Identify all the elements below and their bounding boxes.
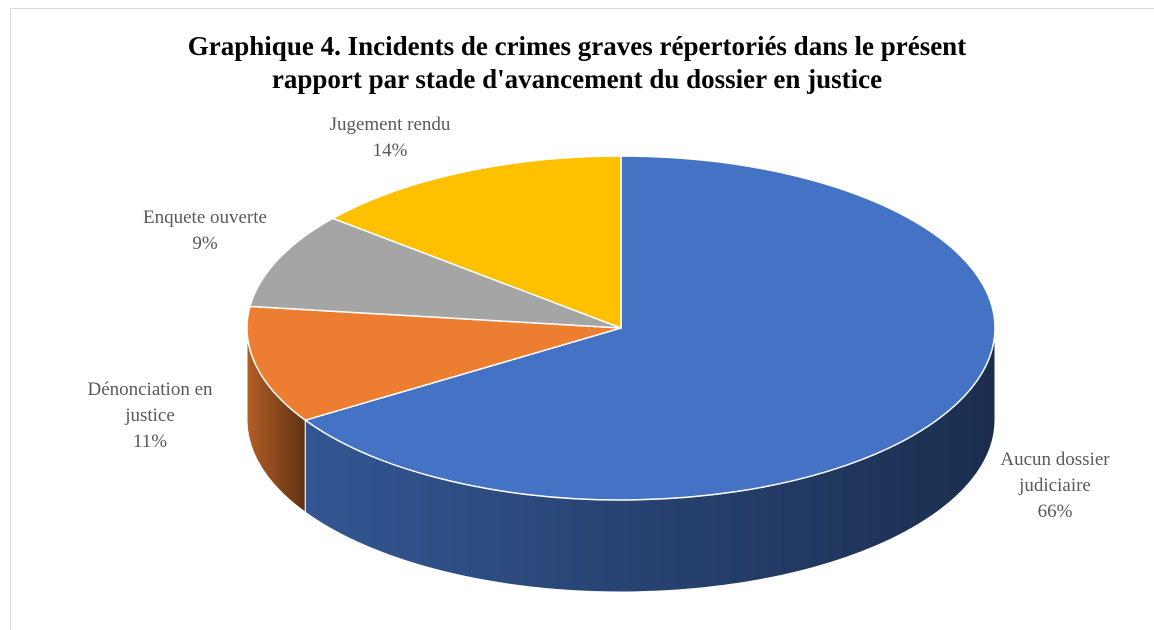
data-label: Enquete ouverte 9%	[105, 205, 305, 257]
data-label: Dénonciation en justice 11%	[65, 377, 235, 455]
chart-title: Graphique 4. Incidents de crimes graves …	[187, 31, 967, 94]
slice	[248, 217, 622, 329]
category-label: Aucun dossier judiciaire	[1000, 449, 1110, 496]
value-label: 9%	[192, 233, 218, 254]
chart-frame	[10, 8, 1154, 630]
slice	[303, 155, 996, 501]
category-label: Enquete ouverte	[143, 207, 267, 228]
slice	[246, 305, 622, 421]
value-label: 11%	[132, 431, 168, 452]
value-label: 14%	[372, 140, 408, 161]
value-label: 66%	[1037, 501, 1073, 522]
slice	[331, 155, 622, 330]
data-label: Aucun dossier judiciaire 66%	[975, 447, 1135, 525]
category-label: Dénonciation en justice	[87, 379, 213, 426]
category-label: Jugement rendu	[329, 114, 451, 135]
data-label: Jugement rendu 14%	[290, 112, 490, 164]
